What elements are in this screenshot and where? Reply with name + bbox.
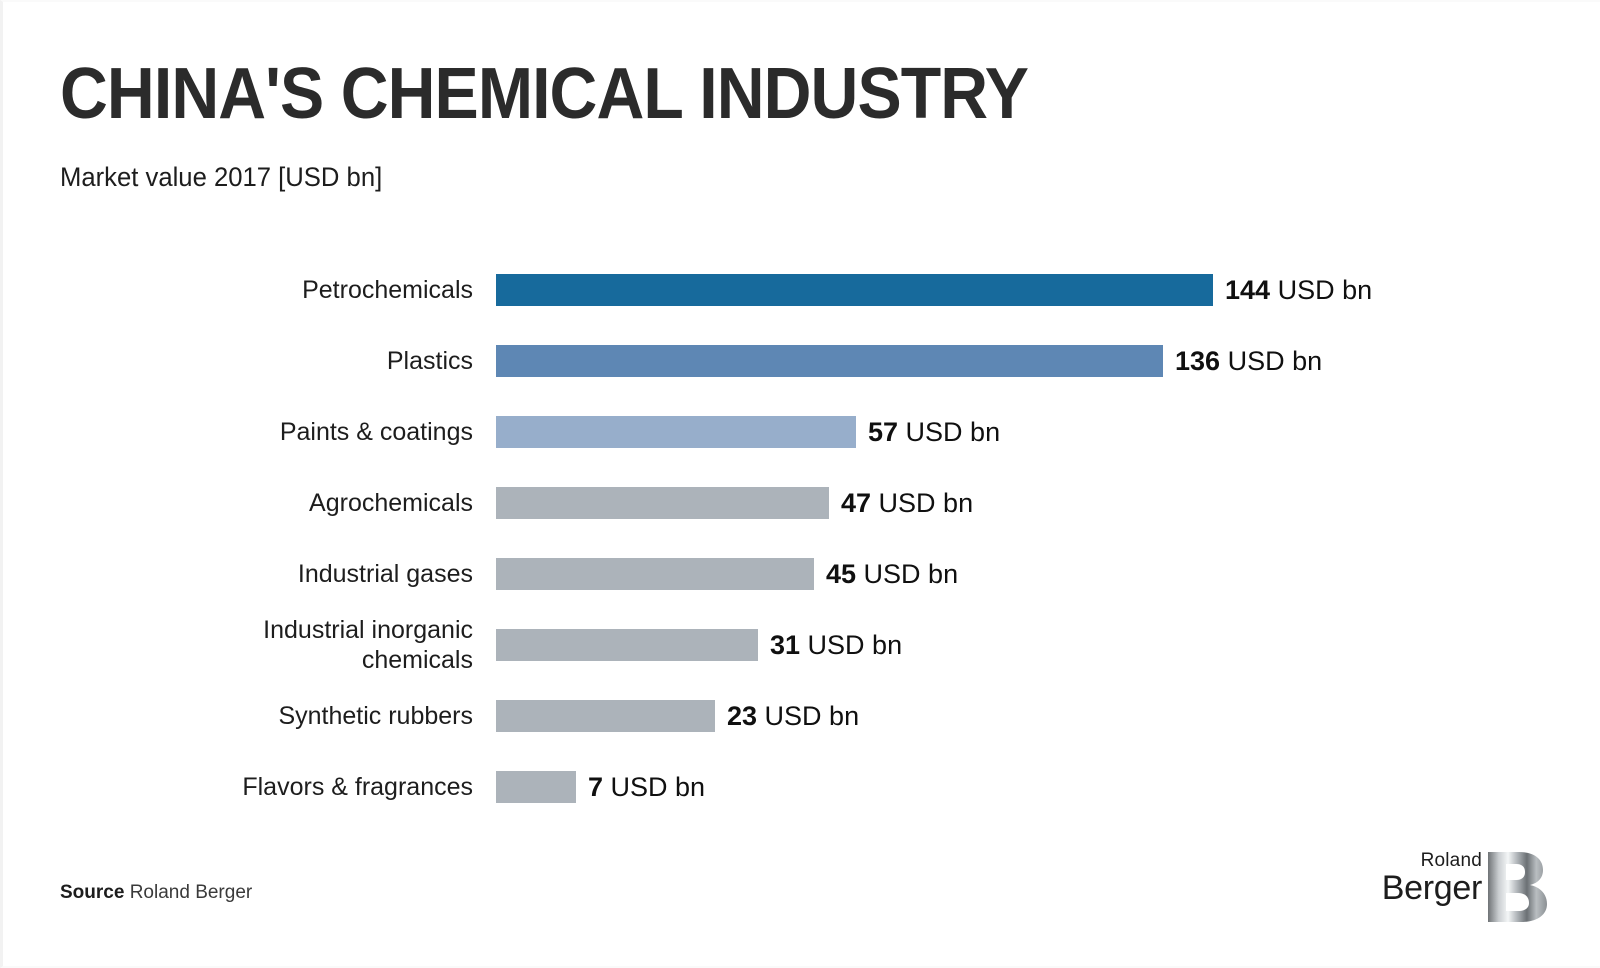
value-number: 7 bbox=[588, 772, 604, 802]
bar-track: 57 USD bn bbox=[496, 416, 1000, 448]
source-value: Roland Berger bbox=[129, 882, 253, 903]
value-unit: USD bn bbox=[898, 417, 1001, 447]
logo-b-mark-icon bbox=[1488, 852, 1547, 922]
bar-agrochemicals[interactable] bbox=[496, 487, 829, 519]
bar-paints-coatings[interactable] bbox=[496, 416, 856, 448]
page-subtitle: Market value 2017 [USD bn] bbox=[60, 162, 383, 192]
source-label: Source bbox=[60, 882, 125, 903]
value-number: 144 bbox=[1225, 275, 1271, 305]
bar-synthetic-rubbers[interactable] bbox=[496, 700, 715, 732]
bar-track: 136 USD bn bbox=[496, 345, 1322, 377]
bar-track: 31 USD bn bbox=[496, 629, 902, 661]
value-label: 31 USD bn bbox=[770, 629, 902, 661]
value-label: 7 USD bn bbox=[588, 771, 705, 803]
logo-line-berger: Berger bbox=[1381, 869, 1483, 907]
category-label: Flavors & fragrances bbox=[242, 773, 473, 801]
bar-industrial-gases[interactable] bbox=[496, 558, 814, 590]
logo-line-roland: Roland bbox=[1420, 850, 1482, 871]
category-label: Plastics bbox=[386, 347, 473, 375]
value-label: 45 USD bn bbox=[826, 558, 958, 590]
value-label: 47 USD bn bbox=[841, 487, 973, 519]
page-title: CHINA'S CHEMICAL INDUSTRY bbox=[60, 54, 1029, 134]
logo-wordmark: Roland Berger bbox=[1381, 850, 1483, 907]
value-number: 45 bbox=[826, 559, 857, 589]
value-unit: USD bn bbox=[1270, 275, 1373, 305]
bar-track: 144 USD bn bbox=[496, 274, 1372, 306]
bar-plastics[interactable] bbox=[496, 345, 1163, 377]
source-note: Source Roland Berger bbox=[60, 881, 252, 905]
value-unit: USD bn bbox=[757, 701, 860, 731]
chart-row: Synthetic rubbers 23 USD bn bbox=[3, 685, 1600, 747]
value-label: 136 USD bn bbox=[1175, 345, 1322, 377]
bar-track: 7 USD bn bbox=[496, 771, 705, 803]
value-label: 57 USD bn bbox=[868, 416, 1000, 448]
category-label: Paints & coatings bbox=[279, 418, 473, 446]
category-label: Agrochemicals bbox=[309, 489, 473, 517]
chart-row: Agrochemicals 47 USD bn bbox=[3, 472, 1600, 534]
value-label: 144 USD bn bbox=[1225, 274, 1372, 306]
bar-flavors-fragrances[interactable] bbox=[496, 771, 576, 803]
value-unit: USD bn bbox=[871, 488, 974, 518]
chart-row: Petrochemicals 144 USD bn bbox=[3, 259, 1600, 321]
value-unit: USD bn bbox=[800, 630, 903, 660]
value-number: 57 bbox=[868, 417, 899, 447]
chart-row: Paints & coatings 57 USD bn bbox=[3, 401, 1600, 463]
bar-industrial-inorganic-chemicals[interactable] bbox=[496, 629, 758, 661]
chart-row: Flavors & fragrances 7 USD bn bbox=[3, 756, 1600, 818]
category-label: Industrial inorganic chemicals bbox=[263, 616, 473, 674]
bar-track: 47 USD bn bbox=[496, 487, 973, 519]
bar-chart: Petrochemicals 144 USD bn Plastics 136 USD … bbox=[3, 258, 1600, 828]
chart-row: Industrial gases 45 USD bn bbox=[3, 543, 1600, 605]
value-number: 136 bbox=[1175, 346, 1221, 376]
value-label: 23 USD bn bbox=[727, 700, 859, 732]
bar-track: 23 USD bn bbox=[496, 700, 859, 732]
value-number: 31 bbox=[770, 630, 801, 660]
value-unit: USD bn bbox=[856, 559, 959, 589]
roland-berger-logo: Roland Berger bbox=[1382, 850, 1548, 922]
category-label: Synthetic rubbers bbox=[278, 702, 473, 730]
value-unit: USD bn bbox=[603, 772, 706, 802]
value-unit: USD bn bbox=[1220, 346, 1323, 376]
chart-row: Plastics 136 USD bn bbox=[3, 330, 1600, 392]
bar-petrochemicals[interactable] bbox=[496, 274, 1213, 306]
value-number: 47 bbox=[841, 488, 872, 518]
value-number: 23 bbox=[727, 701, 758, 731]
chart-row: Industrial inorganic chemicals 31 USD bn bbox=[3, 614, 1600, 676]
category-label: Industrial gases bbox=[297, 560, 473, 588]
bar-track: 45 USD bn bbox=[496, 558, 958, 590]
category-label: Petrochemicals bbox=[302, 276, 473, 304]
